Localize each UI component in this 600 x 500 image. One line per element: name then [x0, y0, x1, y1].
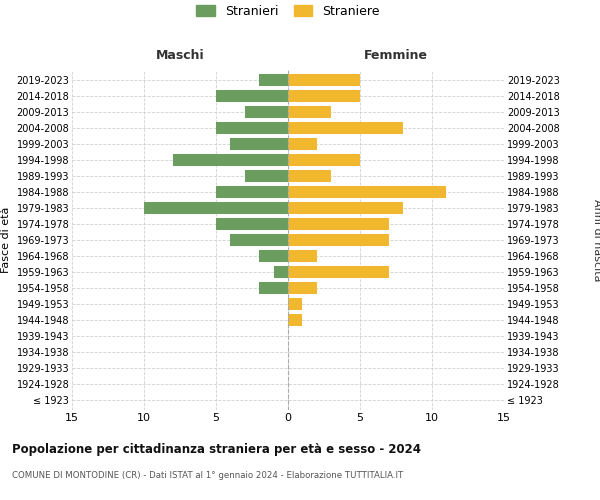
Bar	[245, 106, 288, 118]
Bar	[259, 282, 288, 294]
Bar	[230, 138, 288, 150]
Bar	[288, 138, 317, 150]
Bar	[288, 218, 389, 230]
Text: Anni di nascita: Anni di nascita	[592, 198, 600, 281]
Bar	[288, 186, 446, 198]
Text: Femmine: Femmine	[364, 49, 428, 62]
Bar	[216, 122, 288, 134]
Bar	[245, 170, 288, 182]
Bar	[216, 186, 288, 198]
Bar	[230, 234, 288, 246]
Bar	[216, 218, 288, 230]
Bar	[288, 250, 317, 262]
Bar	[274, 266, 288, 278]
Bar	[288, 74, 360, 86]
Bar	[288, 266, 389, 278]
Bar	[288, 170, 331, 182]
Bar	[259, 250, 288, 262]
Bar	[288, 314, 302, 326]
Bar	[288, 282, 317, 294]
Text: Popolazione per cittadinanza straniera per età e sesso - 2024: Popolazione per cittadinanza straniera p…	[12, 442, 421, 456]
Bar	[288, 234, 389, 246]
Bar	[288, 298, 302, 310]
Legend: Stranieri, Straniere: Stranieri, Straniere	[191, 0, 385, 23]
Bar	[288, 154, 360, 166]
Bar	[144, 202, 288, 214]
Bar	[288, 202, 403, 214]
Bar	[173, 154, 288, 166]
Text: Maschi: Maschi	[155, 49, 205, 62]
Bar	[259, 74, 288, 86]
Bar	[288, 106, 331, 118]
Bar	[288, 90, 360, 102]
Y-axis label: Fasce di età: Fasce di età	[1, 207, 11, 273]
Bar	[216, 90, 288, 102]
Text: COMUNE DI MONTODINE (CR) - Dati ISTAT al 1° gennaio 2024 - Elaborazione TUTTITAL: COMUNE DI MONTODINE (CR) - Dati ISTAT al…	[12, 471, 403, 480]
Bar	[288, 122, 403, 134]
